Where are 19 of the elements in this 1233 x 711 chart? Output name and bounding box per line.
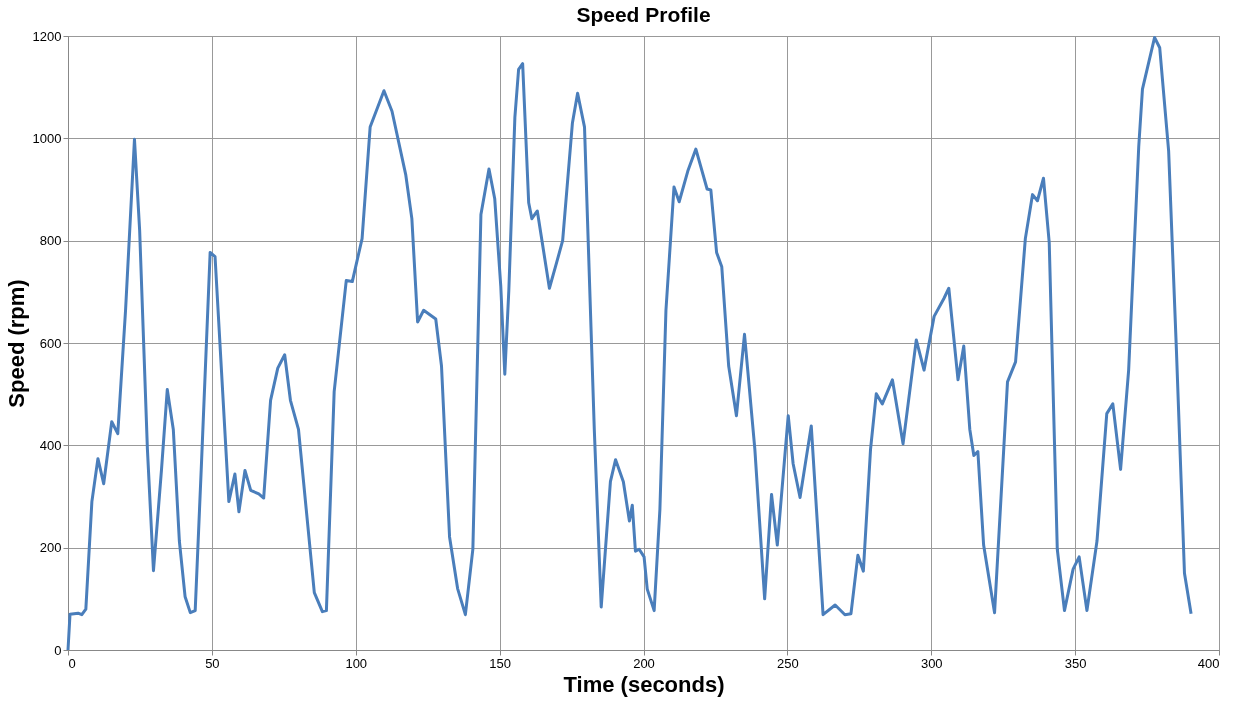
x-tick-label: 250 [777,655,799,671]
y-tick-label: 1200 [32,28,62,44]
x-tick-label: 100 [345,655,368,671]
x-tick-label: 0 [68,655,76,671]
y-tick-label: 400 [39,437,62,453]
x-tick-label: 350 [1064,655,1087,671]
y-tick-label: 800 [39,233,62,249]
x-tick-label: 200 [633,655,655,671]
x-axis-title: Time (seconds) [563,671,725,697]
x-tick-label: 300 [920,655,943,671]
y-tick-label: 600 [39,335,62,351]
x-tick-label: 400 [1197,655,1220,671]
y-tick-label: 0 [54,642,62,658]
y-tick-label: 200 [39,540,62,556]
x-tick-label: 50 [205,655,220,671]
chart-title: Speed Profile [576,3,711,26]
y-axis-title: Speed (rpm) [3,279,29,408]
y-tick-label: 1000 [32,130,62,146]
x-tick-label: 150 [489,655,511,671]
